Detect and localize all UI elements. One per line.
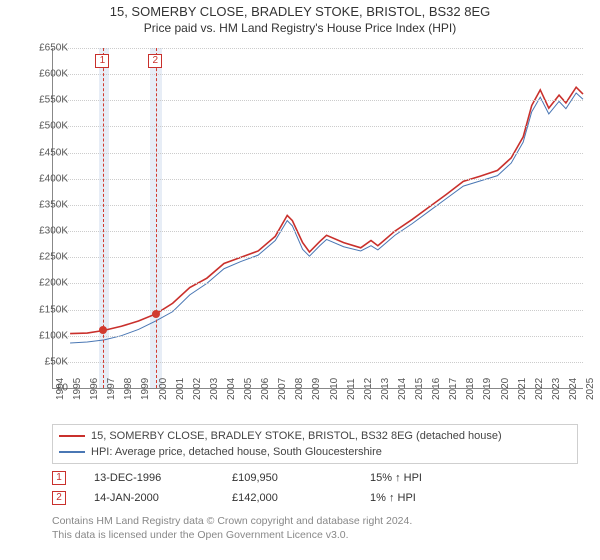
legend-swatch [59, 451, 85, 453]
x-tick-label: 2011 [346, 378, 357, 400]
y-tick-label: £250K [24, 252, 68, 263]
x-tick-label: 2017 [448, 378, 459, 400]
event-row: 1 13-DEC-1996 £109,950 15% ↑ HPI [52, 468, 578, 488]
chart-container: 15, SOMERBY CLOSE, BRADLEY STOKE, BRISTO… [0, 0, 600, 560]
event-vs-hpi: 1% ↑ HPI [370, 492, 480, 504]
chart-svg [53, 48, 583, 388]
y-tick-label: £100K [24, 330, 68, 341]
x-tick-label: 2024 [568, 378, 579, 400]
y-tick-label: £200K [24, 278, 68, 289]
y-tick-label: £500K [24, 121, 68, 132]
event-num-box: 2 [52, 491, 66, 505]
x-tick-label: 2015 [414, 378, 425, 400]
events-table: 1 13-DEC-1996 £109,950 15% ↑ HPI 2 14-JA… [52, 468, 578, 508]
x-tick-label: 2008 [294, 378, 305, 400]
x-tick-label: 2013 [380, 378, 391, 400]
event-price: £142,000 [232, 492, 342, 504]
x-tick-label: 1998 [123, 378, 134, 400]
y-tick-label: £600K [24, 69, 68, 80]
event-num-box: 1 [52, 471, 66, 485]
footer-line: This data is licensed under the Open Gov… [52, 528, 578, 542]
price-point-marker [99, 326, 107, 334]
event-marker-box: 2 [148, 54, 162, 68]
x-tick-label: 2005 [243, 378, 254, 400]
x-tick-label: 2004 [226, 378, 237, 400]
x-tick-label: 2002 [192, 378, 203, 400]
x-tick-label: 2007 [277, 378, 288, 400]
x-tick-label: 1995 [72, 378, 83, 400]
x-tick-label: 1999 [140, 378, 151, 400]
title-address: 15, SOMERBY CLOSE, BRADLEY STOKE, BRISTO… [0, 4, 600, 19]
x-tick-label: 2006 [260, 378, 271, 400]
legend-label: 15, SOMERBY CLOSE, BRADLEY STOKE, BRISTO… [91, 430, 502, 442]
y-tick-label: £450K [24, 147, 68, 158]
event-row: 2 14-JAN-2000 £142,000 1% ↑ HPI [52, 488, 578, 508]
event-date: 13-DEC-1996 [94, 472, 204, 484]
y-tick-label: £350K [24, 199, 68, 210]
y-tick-label: £400K [24, 173, 68, 184]
event-date: 14-JAN-2000 [94, 492, 204, 504]
x-tick-label: 2016 [431, 378, 442, 400]
y-tick-label: £550K [24, 95, 68, 106]
footer: Contains HM Land Registry data © Crown c… [52, 514, 578, 542]
x-tick-label: 2023 [551, 378, 562, 400]
y-tick-label: £50K [24, 356, 68, 367]
y-tick-label: £650K [24, 43, 68, 54]
price-point-marker [152, 310, 160, 318]
x-tick-label: 2003 [209, 378, 220, 400]
titles: 15, SOMERBY CLOSE, BRADLEY STOKE, BRISTO… [0, 0, 600, 35]
event-marker-box: 1 [95, 54, 109, 68]
legend: 15, SOMERBY CLOSE, BRADLEY STOKE, BRISTO… [52, 424, 578, 464]
x-tick-label: 2021 [517, 378, 528, 400]
x-tick-label: 2009 [311, 378, 322, 400]
x-tick-label: 2020 [500, 378, 511, 400]
x-tick-label: 2018 [465, 378, 476, 400]
x-tick-label: 2022 [534, 378, 545, 400]
x-tick-label: 1994 [55, 378, 66, 400]
y-tick-label: £300K [24, 226, 68, 237]
x-tick-label: 2000 [158, 378, 169, 400]
x-tick-label: 1996 [89, 378, 100, 400]
event-vs-hpi: 15% ↑ HPI [370, 472, 480, 484]
legend-row: HPI: Average price, detached house, Sout… [59, 444, 571, 460]
chart-plot-area [52, 48, 583, 389]
footer-line: Contains HM Land Registry data © Crown c… [52, 514, 578, 528]
x-tick-label: 2010 [329, 378, 340, 400]
y-tick-label: £150K [24, 304, 68, 315]
x-tick-label: 1997 [106, 378, 117, 400]
x-tick-label: 2001 [175, 378, 186, 400]
x-tick-label: 2025 [585, 378, 596, 400]
x-tick-label: 2014 [397, 378, 408, 400]
x-tick-label: 2012 [363, 378, 374, 400]
legend-swatch [59, 435, 85, 437]
event-price: £109,950 [232, 472, 342, 484]
legend-row: 15, SOMERBY CLOSE, BRADLEY STOKE, BRISTO… [59, 428, 571, 444]
x-tick-label: 2019 [482, 378, 493, 400]
legend-label: HPI: Average price, detached house, Sout… [91, 446, 382, 458]
title-subtitle: Price paid vs. HM Land Registry's House … [0, 21, 600, 35]
